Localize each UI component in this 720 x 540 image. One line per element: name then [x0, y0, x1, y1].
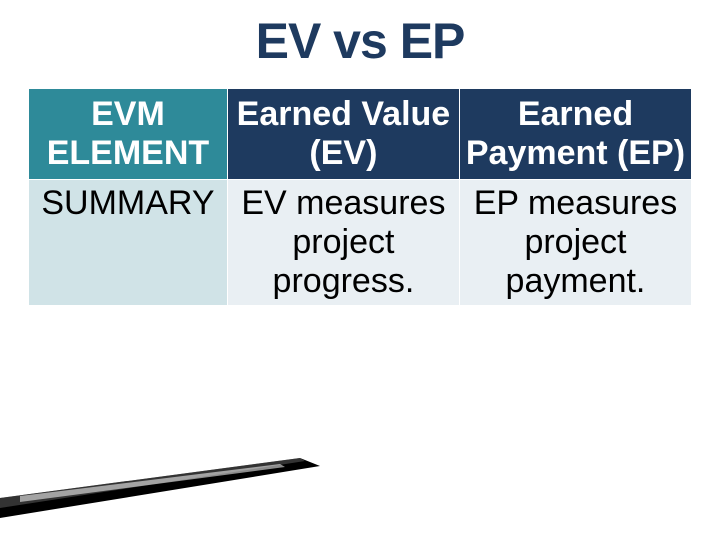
decorative-wedge — [0, 458, 320, 518]
header-evm-element: EVM ELEMENT — [29, 89, 228, 180]
comparison-table: EVM ELEMENT Earned Value (EV) Earned Pay… — [28, 88, 692, 306]
header-earned-value: Earned Value (EV) — [227, 89, 459, 180]
cell-ep-summary: EP measures project payment. — [459, 180, 691, 306]
header-earned-payment: Earned Payment (EP) — [459, 89, 691, 180]
cell-ev-summary: EV measures project progress. — [227, 180, 459, 306]
table-header-row: EVM ELEMENT Earned Value (EV) Earned Pay… — [29, 89, 692, 180]
page-title: EV vs EP — [0, 0, 720, 88]
row-label-summary: SUMMARY — [29, 180, 228, 306]
table-row: SUMMARY EV measures project progress. EP… — [29, 180, 692, 306]
comparison-table-wrap: EVM ELEMENT Earned Value (EV) Earned Pay… — [28, 88, 692, 306]
